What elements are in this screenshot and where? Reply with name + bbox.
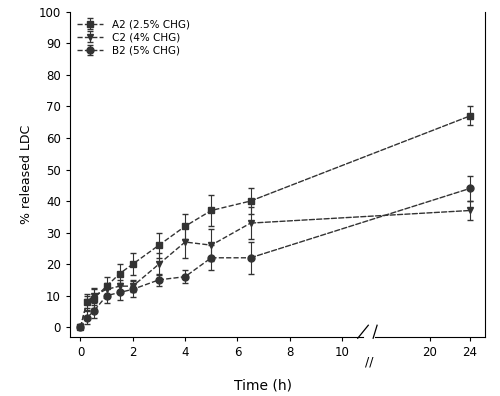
Legend: A2 (2.5% CHG), C2 (4% CHG), B2 (5% CHG): A2 (2.5% CHG), C2 (4% CHG), B2 (5% CHG)	[75, 17, 192, 57]
Y-axis label: % released LDC: % released LDC	[20, 125, 33, 224]
Text: Time (h): Time (h)	[234, 378, 292, 392]
Text: //: //	[365, 355, 373, 368]
